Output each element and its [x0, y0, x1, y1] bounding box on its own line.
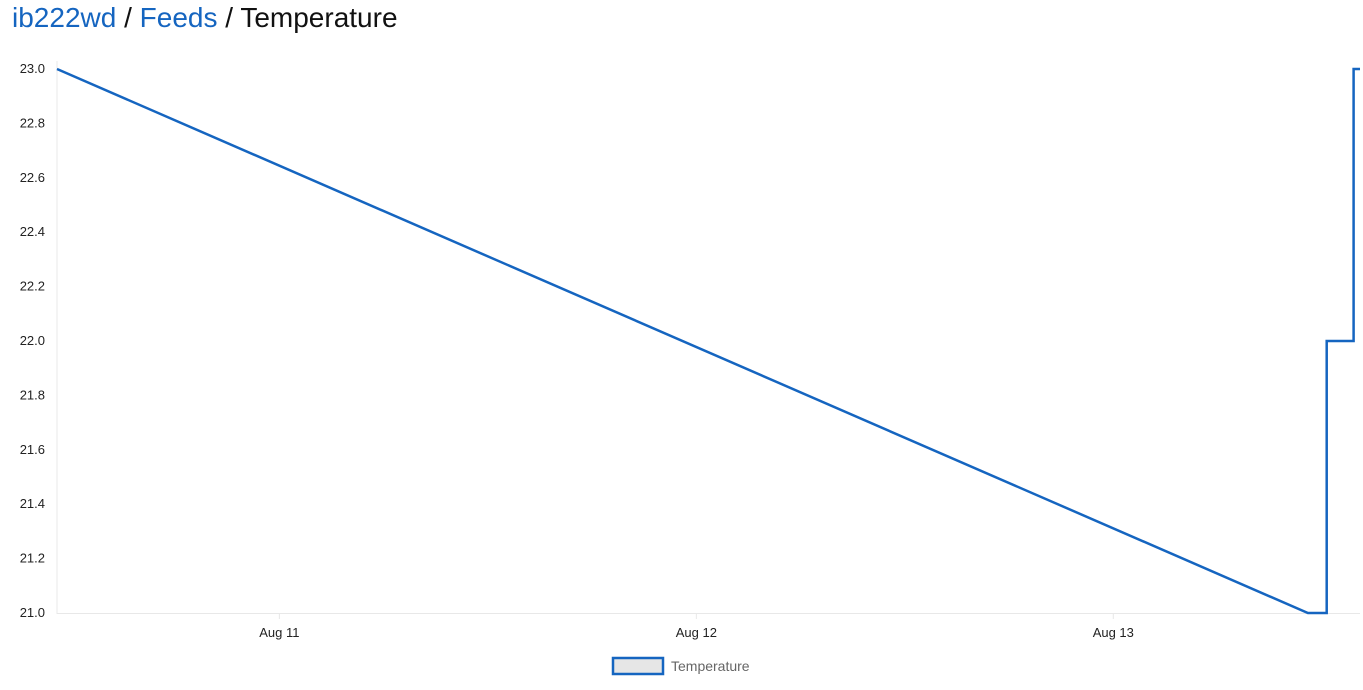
y-tick-label: 21.8 [20, 387, 45, 402]
y-tick-label: 21.6 [20, 442, 45, 457]
y-tick-label: 22.8 [20, 115, 45, 130]
y-tick-label: 22.0 [20, 333, 45, 348]
y-tick-label: 22.6 [20, 170, 45, 185]
y-tick-label: 21.2 [20, 551, 45, 566]
x-tick-label: Aug 12 [676, 625, 717, 640]
breadcrumb-user-link[interactable]: ib222wd [12, 2, 117, 33]
series-line-temperature [56, 67, 1360, 615]
y-tick-label: 22.4 [20, 224, 45, 239]
breadcrumb-separator: / [225, 2, 234, 33]
legend-label-temperature: Temperature [671, 658, 750, 674]
x-tick-label: Aug 13 [1093, 625, 1134, 640]
y-tick-label: 21.0 [20, 605, 45, 620]
breadcrumb: ib222wd / Feeds / Temperature [12, 1, 398, 35]
breadcrumb-feeds-link[interactable]: Feeds [139, 2, 218, 33]
page-title: Temperature [240, 2, 398, 33]
y-tick-label: 22.2 [20, 279, 45, 294]
x-tick-label: Aug 11 [259, 625, 299, 640]
breadcrumb-separator: / [124, 2, 132, 33]
legend-swatch [611, 656, 665, 676]
y-tick-label: 23.0 [20, 61, 45, 76]
y-tick-label: 21.4 [20, 496, 45, 511]
